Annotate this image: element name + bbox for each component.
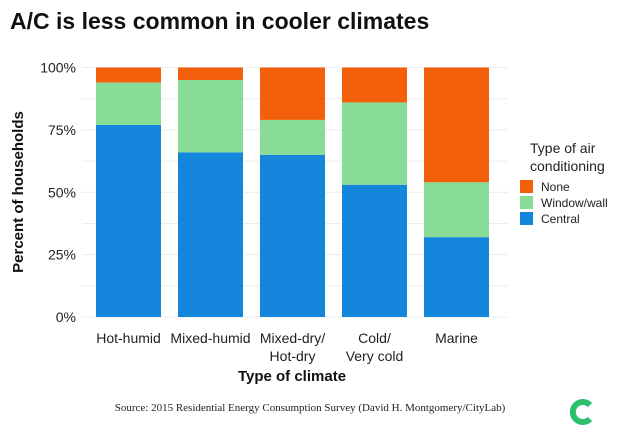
x-tick-label: Marine bbox=[435, 330, 478, 346]
x-tick-label: Mixed-humid bbox=[170, 330, 250, 346]
source-note: Source: 2015 Residential Energy Consumpt… bbox=[114, 402, 506, 414]
bar-none bbox=[342, 67, 407, 103]
bar-central bbox=[96, 124, 161, 317]
x-tick-label: Cold/ bbox=[358, 330, 391, 346]
chart-title: A/C is less common in cooler climates bbox=[10, 8, 430, 34]
bar-none bbox=[424, 67, 489, 183]
x-tick-label: Hot-humid bbox=[96, 330, 161, 346]
legend-label: Window/wall bbox=[541, 196, 608, 210]
legend-title: conditioning bbox=[530, 158, 605, 174]
bar-window-wall bbox=[424, 182, 489, 238]
y-axis-label: Percent of households bbox=[10, 111, 27, 273]
bar-central bbox=[424, 237, 489, 317]
legend-label: Central bbox=[541, 212, 580, 226]
bar-central bbox=[342, 184, 407, 317]
y-tick-label: 50% bbox=[48, 184, 76, 200]
legend-swatch bbox=[520, 196, 533, 209]
bar-window-wall bbox=[342, 102, 407, 185]
y-tick-label: 100% bbox=[40, 60, 76, 76]
y-tick-label: 75% bbox=[48, 122, 76, 138]
x-axis-label: Type of climate bbox=[238, 368, 346, 385]
y-tick-label: 25% bbox=[48, 247, 76, 263]
bar-window-wall bbox=[178, 79, 243, 153]
bar-central bbox=[260, 154, 325, 317]
bar-window-wall bbox=[96, 82, 161, 125]
y-tick-label: 0% bbox=[56, 309, 76, 325]
bar-none bbox=[96, 67, 161, 83]
x-tick-label: Hot-dry bbox=[270, 348, 316, 364]
x-tick-label: Mixed-dry/ bbox=[260, 330, 325, 346]
bar-window-wall bbox=[260, 119, 325, 155]
citylab-logo-icon bbox=[569, 399, 593, 425]
x-tick-label: Very cold bbox=[346, 348, 404, 364]
legend-swatch bbox=[520, 180, 533, 193]
legend-swatch bbox=[520, 212, 533, 225]
legend-title: Type of air bbox=[530, 140, 596, 156]
bar-none bbox=[178, 67, 243, 80]
bar-central bbox=[178, 152, 243, 317]
legend-label: None bbox=[541, 180, 570, 194]
bar-none bbox=[260, 67, 325, 120]
